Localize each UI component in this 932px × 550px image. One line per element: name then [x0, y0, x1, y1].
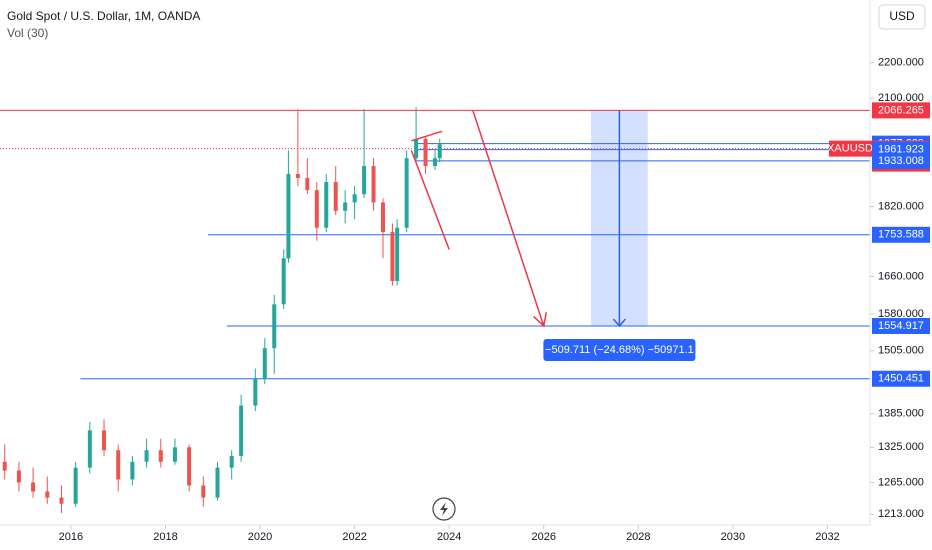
volume-label: Vol (30) [7, 26, 48, 40]
candle-body [87, 430, 92, 468]
candle-body [314, 190, 319, 228]
candle-body [324, 182, 329, 228]
candle-body [201, 485, 206, 498]
candle-body [31, 482, 36, 492]
y-tick-label: 1580.000 [878, 308, 924, 320]
price-tag-label: 1450.451 [878, 373, 924, 385]
x-tick-label: 2018 [153, 531, 177, 543]
candle-body [229, 455, 234, 468]
candle-body [390, 232, 395, 281]
price-tag [872, 102, 930, 119]
y-tick-label: 2100.000 [878, 92, 924, 104]
y-tick-label: 1385.000 [878, 408, 924, 420]
x-tick-label: 2022 [342, 531, 366, 543]
y-tick-label: 2200.000 [878, 57, 924, 69]
candle-body [395, 227, 400, 281]
price-tag [872, 317, 930, 334]
candle-body [187, 447, 192, 486]
candle-body [215, 467, 220, 498]
y-tick-label: 1325.000 [878, 441, 924, 453]
symbol-tag-label: XAUUSD [827, 143, 873, 155]
price-tag [872, 152, 930, 169]
x-tick-label: 2016 [59, 531, 83, 543]
trend-line [472, 110, 545, 327]
candle-body [371, 166, 376, 203]
price-tag-label: 1753.588 [878, 229, 924, 241]
candle-body [433, 158, 437, 167]
candle-body [144, 450, 149, 462]
candle-body [380, 202, 385, 233]
y-tick-label: 1213.000 [878, 508, 924, 520]
candle-body [73, 467, 78, 504]
price-tag-label: 2066.265 [878, 104, 924, 116]
symbol-tag [829, 140, 872, 157]
candle-body [404, 158, 409, 228]
candle-body [59, 497, 64, 504]
x-tick-label: 2020 [248, 531, 272, 543]
y-tick-label: 1660.000 [878, 270, 924, 282]
y-tick-label: 1820.000 [878, 201, 924, 213]
currency-button-label[interactable]: USD [889, 9, 915, 23]
candle-body [295, 173, 300, 178]
price-tag-label: 1933.008 [878, 155, 924, 167]
price-tag [872, 226, 930, 243]
plot-area: −509.711 (−24.68%) −50971.1 [0, 107, 870, 514]
candle-body [352, 194, 357, 203]
candle-body [116, 450, 121, 480]
candle-body [172, 447, 177, 462]
candle-body [423, 138, 428, 167]
price-tag [872, 370, 930, 387]
y-tick-label: 1265.000 [878, 476, 924, 488]
x-tick-label: 2024 [437, 531, 461, 543]
candle-body [437, 144, 442, 159]
x-tick-label: 2026 [532, 531, 556, 543]
x-tick-label: 2030 [721, 531, 745, 543]
candle-body [333, 182, 338, 211]
candle-body [343, 202, 348, 211]
candle-body [45, 491, 50, 498]
candle-body [414, 138, 419, 159]
price-tag-label: 1961.923 [878, 144, 924, 156]
candle-body [239, 405, 244, 456]
trend-line [410, 150, 450, 250]
trend-line [411, 130, 443, 142]
candle-body [253, 378, 258, 406]
candle-body [305, 177, 310, 191]
candle-body [102, 430, 107, 451]
replay-icon-bolt [440, 502, 448, 516]
currency-button[interactable] [878, 4, 926, 30]
chart-title: Gold Spot / U.S. Dollar, 1M, OANDA [7, 9, 200, 23]
measure-label: −509.711 (−24.68%) −50971.1 [545, 344, 694, 356]
candle-body [130, 461, 135, 480]
candle-body [362, 166, 367, 195]
candle-body [158, 450, 163, 462]
arrow-head [533, 312, 548, 328]
measure-label-box [543, 338, 696, 361]
candle-body [281, 258, 286, 305]
x-tick-label: 2028 [626, 531, 650, 543]
candle-body [2, 461, 7, 471]
candle-body [262, 348, 267, 379]
x-tick-label: 2032 [815, 531, 839, 543]
price-axis [870, 0, 932, 525]
candle-body [286, 173, 291, 259]
y-tick-label: 1505.000 [878, 345, 924, 357]
candle-body [16, 470, 21, 483]
price-tag-label: 1554.917 [878, 320, 924, 332]
candle-body [272, 304, 277, 349]
